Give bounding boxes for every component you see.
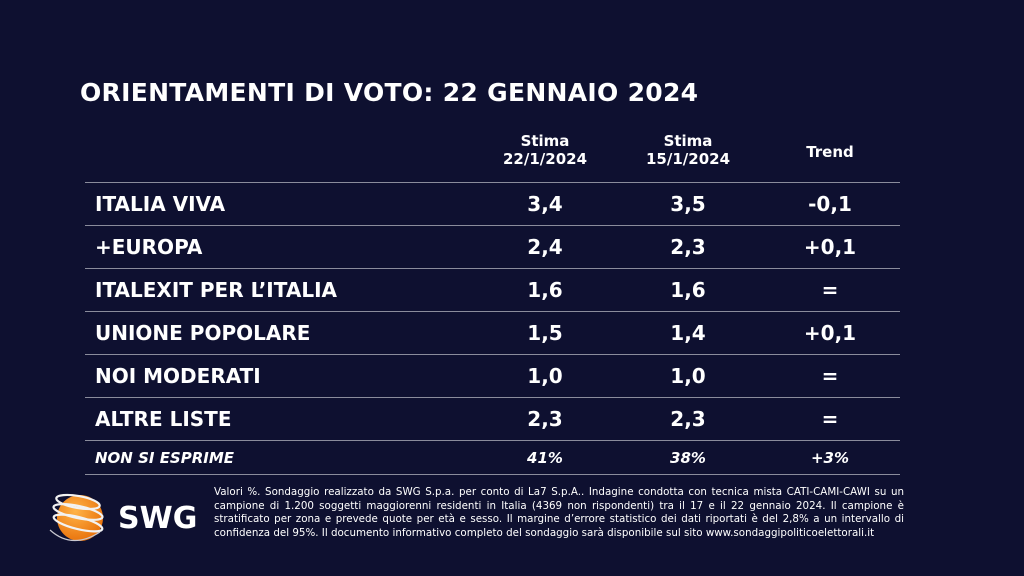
table-row-non-si-esprime: NON SI ESPRIME 41% 38% +3% bbox=[85, 441, 900, 475]
current-value: 1,0 bbox=[527, 364, 563, 388]
table-row: UNIONE POPOLARE 1,5 1,4 +0,1 bbox=[85, 312, 900, 355]
trend-value: = bbox=[821, 278, 839, 302]
previous-value: 2,3 bbox=[670, 407, 706, 431]
header-line: Stima bbox=[663, 132, 713, 150]
header-line: 15/1/2024 bbox=[645, 150, 731, 168]
table-row: +EUROPA 2,4 2,3 +0,1 bbox=[85, 226, 900, 269]
column-header-current: Stima 22/1/2024 bbox=[475, 132, 615, 168]
trend-value: = bbox=[821, 364, 839, 388]
current-value: 1,5 bbox=[527, 321, 563, 345]
previous-value: 1,4 bbox=[670, 321, 706, 345]
previous-value: 1,0 bbox=[670, 364, 706, 388]
methodology-footnote: Valori %. Sondaggio realizzato da SWG S.… bbox=[214, 486, 904, 539]
header-line: Trend bbox=[806, 143, 854, 161]
previous-value: 3,5 bbox=[670, 192, 706, 216]
swg-logo: SWG bbox=[42, 488, 197, 548]
trend-value: -0,1 bbox=[808, 192, 852, 216]
page-title: ORIENTAMENTI DI VOTO: 22 GENNAIO 2024 bbox=[80, 78, 699, 107]
current-value: 2,3 bbox=[527, 407, 563, 431]
previous-value: 2,3 bbox=[670, 235, 706, 259]
party-name: UNIONE POPOLARE bbox=[95, 321, 311, 345]
party-name: ITALEXIT PER L’ITALIA bbox=[95, 278, 337, 302]
table-row: ALTRE LISTE 2,3 2,3 = bbox=[85, 398, 900, 441]
trend-value: +0,1 bbox=[803, 235, 857, 259]
header-line: Stima bbox=[520, 132, 570, 150]
poll-table: ITALIA VIVA 3,4 3,5 -0,1 +EUROPA 2,4 2,3 +0,1 … bbox=[85, 182, 900, 475]
table-row: ITALIA VIVA 3,4 3,5 -0,1 bbox=[85, 183, 900, 226]
globe-icon bbox=[49, 493, 104, 542]
current-value: 2,4 bbox=[527, 235, 563, 259]
party-name: NON SI ESPRIME bbox=[95, 448, 235, 467]
logo-text: SWG bbox=[118, 500, 198, 536]
current-value: 1,6 bbox=[527, 278, 563, 302]
header-line: 22/1/2024 bbox=[502, 150, 588, 168]
trend-value: = bbox=[821, 407, 839, 431]
party-name: NOI MODERATI bbox=[95, 364, 261, 388]
previous-value: 1,6 bbox=[670, 278, 706, 302]
table-row: NOI MODERATI 1,0 1,0 = bbox=[85, 355, 900, 398]
previous-value: 38% bbox=[670, 448, 706, 467]
party-name: ITALIA VIVA bbox=[95, 192, 226, 216]
party-name: +EUROPA bbox=[95, 235, 203, 259]
trend-value: +0,1 bbox=[803, 321, 857, 345]
current-value: 41% bbox=[527, 448, 563, 467]
current-value: 3,4 bbox=[527, 192, 563, 216]
table-row: ITALEXIT PER L’ITALIA 1,6 1,6 = bbox=[85, 269, 900, 312]
party-name: ALTRE LISTE bbox=[95, 407, 232, 431]
column-header-previous: Stima 15/1/2024 bbox=[618, 132, 758, 168]
column-header-trend: Trend bbox=[760, 143, 900, 161]
trend-value: +3% bbox=[810, 448, 850, 467]
